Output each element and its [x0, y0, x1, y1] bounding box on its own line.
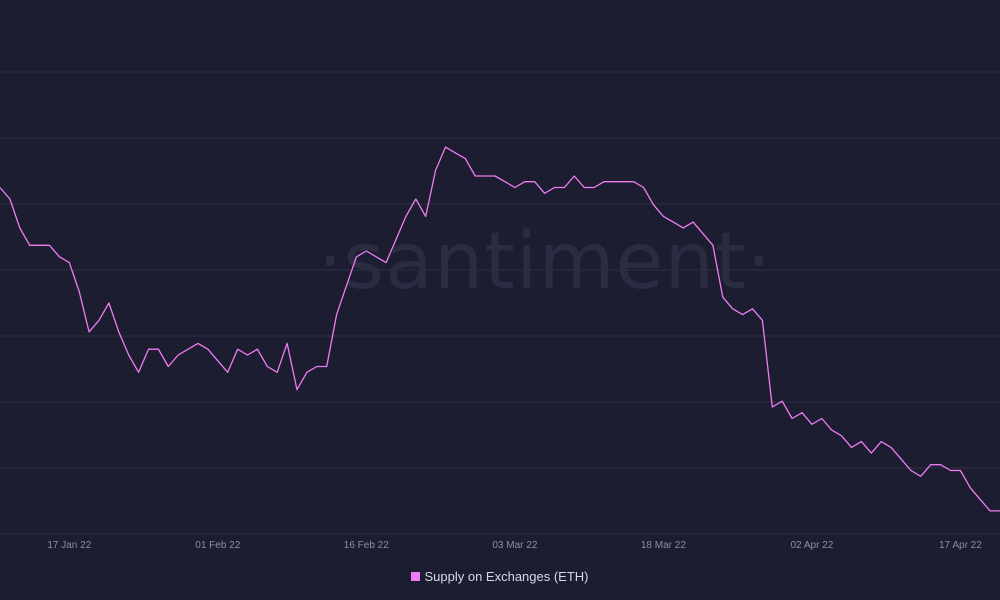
x-tick-label: 02 Apr 22: [790, 540, 833, 551]
x-tick-label: 01 Feb 22: [195, 540, 240, 551]
gridlines: [0, 71, 1000, 535]
x-tick-label: 16 Feb 22: [344, 540, 389, 551]
santiment-watermark: ·santiment·: [318, 217, 773, 307]
x-tick-label: 17 Jan 22: [47, 540, 91, 551]
series-line-supply-on-exchanges: [0, 146, 1000, 512]
x-tick-label: 17 Apr 22: [939, 540, 982, 551]
legend: Supply on Exchanges (ETH): [0, 569, 1000, 584]
x-tick-label: 18 Mar 22: [641, 540, 686, 551]
legend-label: Supply on Exchanges (ETH): [424, 569, 589, 584]
x-tick-label: 03 Mar 22: [492, 540, 537, 551]
x-axis-ticks: 17 Jan 22 01 Feb 22 16 Feb 22 03 Mar 22 18 M…: [47, 540, 982, 551]
legend-swatch: [411, 572, 421, 581]
